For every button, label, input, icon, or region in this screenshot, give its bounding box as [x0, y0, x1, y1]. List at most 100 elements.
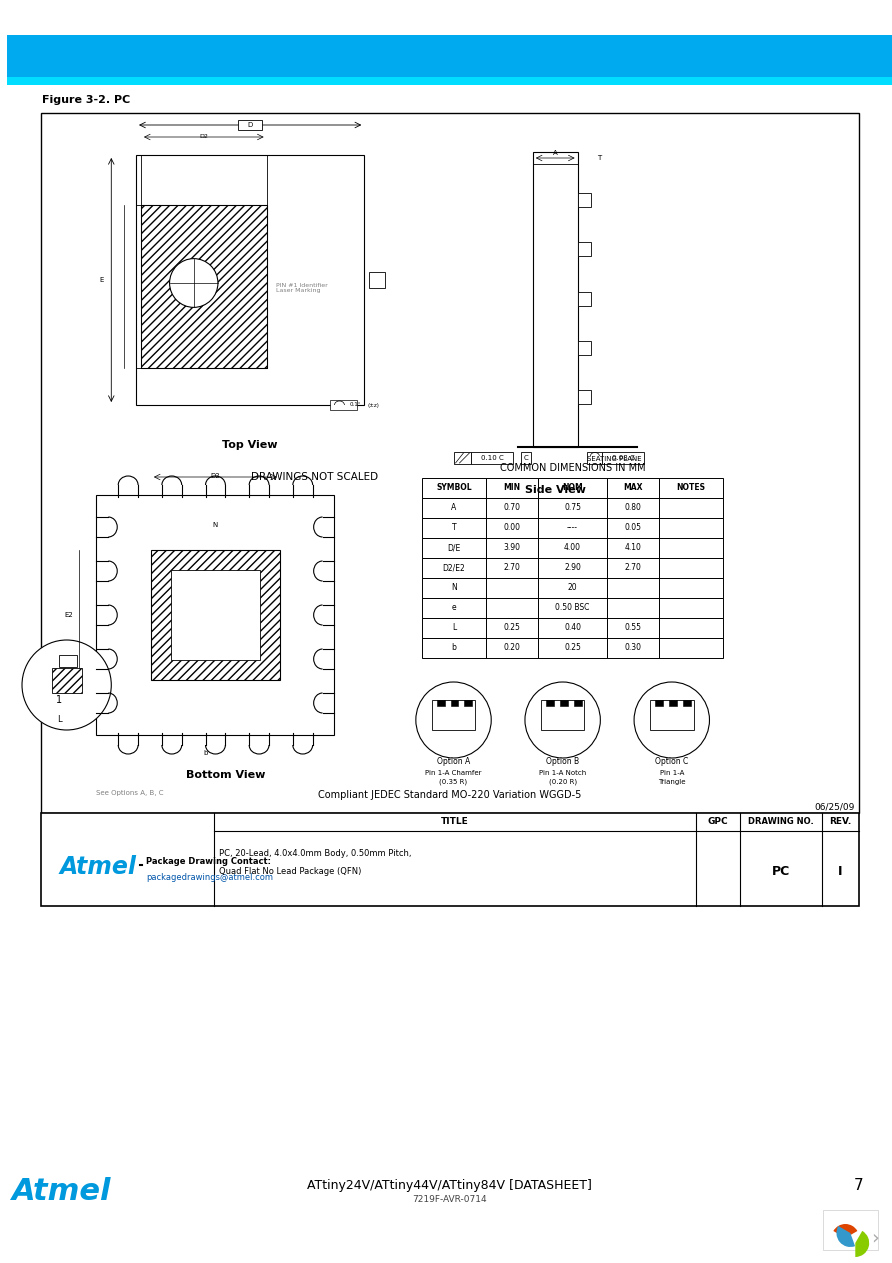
Text: b: b [203, 750, 208, 757]
Wedge shape [833, 1224, 857, 1238]
Text: Option B: Option B [546, 757, 579, 765]
Text: Option A: Option A [437, 757, 470, 765]
Wedge shape [855, 1231, 869, 1257]
Bar [432, 700, 475, 730]
Bar [607, 597, 659, 618]
Bar [577, 193, 591, 207]
Bar [607, 618, 659, 638]
Circle shape [22, 640, 112, 730]
Text: 7219F-AVR-0714: 7219F-AVR-0714 [412, 1196, 487, 1205]
Bar [659, 618, 723, 638]
Text: Option C: Option C [655, 757, 689, 765]
Bar [533, 152, 577, 447]
Text: SYMBOL: SYMBOL [436, 484, 472, 493]
Text: NOM: NOM [562, 484, 583, 493]
Bar [538, 498, 607, 518]
Text: 0.80: 0.80 [624, 504, 641, 513]
Bar [577, 341, 591, 355]
Text: D: D [248, 123, 252, 128]
Bar [422, 578, 486, 597]
Text: E: E [99, 277, 103, 283]
Bar [607, 638, 659, 658]
Bar [538, 518, 607, 538]
Bar [607, 518, 659, 538]
Text: 0.50 BSC: 0.50 BSC [556, 604, 590, 613]
Bar [659, 558, 723, 578]
Text: ›: › [871, 1229, 879, 1248]
Bar [602, 452, 644, 464]
Bar [538, 597, 607, 618]
Text: 0.10 C: 0.10 C [481, 455, 504, 461]
Bar [486, 498, 538, 518]
Text: D2: D2 [211, 474, 220, 479]
Bar [486, 597, 538, 618]
Bar [607, 558, 659, 578]
Text: 0.25: 0.25 [504, 624, 521, 633]
Bar [59, 655, 77, 667]
Text: (0.35 R): (0.35 R) [440, 778, 467, 786]
Text: 0.20: 0.20 [504, 644, 521, 653]
Text: PC: PC [772, 865, 790, 878]
Text: 2.90: 2.90 [564, 563, 581, 572]
Bar [422, 498, 486, 518]
Bar [486, 578, 538, 597]
Bar [486, 558, 538, 578]
Bar [659, 498, 723, 518]
Bar [7, 35, 892, 77]
Text: 0.70: 0.70 [504, 504, 521, 513]
Text: DRAWING NO.: DRAWING NO. [748, 817, 814, 826]
Text: 4.10: 4.10 [624, 543, 641, 552]
Bar [422, 558, 486, 578]
Bar [538, 618, 607, 638]
Text: A: A [553, 150, 558, 157]
Bar [486, 518, 538, 538]
Text: Pin 1-A Chamfer: Pin 1-A Chamfer [425, 770, 482, 775]
Text: 06/25/09: 06/25/09 [814, 803, 855, 812]
Text: TITLE: TITLE [442, 817, 469, 826]
Text: NOTES: NOTES [677, 484, 706, 493]
Text: Atmel: Atmel [12, 1177, 112, 1206]
Text: ATtiny24V/ATtiny44V/ATtiny84V [DATASHEET]: ATtiny24V/ATtiny44V/ATtiny84V [DATASHEET… [307, 1178, 592, 1191]
Bar [486, 477, 538, 498]
Bar [41, 112, 859, 813]
Text: D/E: D/E [448, 543, 460, 552]
Bar [422, 538, 486, 558]
Bar [538, 477, 607, 498]
Circle shape [416, 682, 491, 758]
Text: 3.90: 3.90 [504, 543, 521, 552]
Bar [659, 638, 723, 658]
Text: Top View: Top View [222, 440, 278, 450]
Bar [437, 700, 444, 706]
Bar [538, 638, 607, 658]
Text: b: b [451, 644, 457, 653]
Text: Triangle: Triangle [658, 779, 686, 786]
Text: Pin 1-A: Pin 1-A [659, 770, 684, 775]
Text: T: T [598, 155, 601, 160]
Text: SEATING PLANE: SEATING PLANE [588, 456, 642, 462]
Text: packagedrawings@atmel.com: packagedrawings@atmel.com [146, 873, 273, 882]
Bar [607, 578, 659, 597]
Text: (0.20 R): (0.20 R) [549, 778, 577, 786]
Text: ----: ---- [567, 523, 578, 533]
Bar [486, 638, 538, 658]
Text: GPC: GPC [707, 817, 728, 826]
Bar [422, 638, 486, 658]
Bar [577, 292, 591, 306]
Text: COMMON DIMENSIONS IN MM: COMMON DIMENSIONS IN MM [500, 464, 646, 474]
Bar [96, 495, 334, 735]
Circle shape [169, 259, 218, 307]
Text: 1: 1 [55, 695, 62, 705]
Text: Compliant JEDEC Standard MO-220 Variation WGGD-5: Compliant JEDEC Standard MO-220 Variatio… [318, 789, 582, 799]
Bar [471, 452, 513, 464]
Bar [607, 477, 659, 498]
Bar [422, 477, 486, 498]
Bar [650, 700, 694, 730]
Text: 2.70: 2.70 [504, 563, 521, 572]
Text: 0.55: 0.55 [624, 624, 641, 633]
Text: L: L [452, 624, 456, 633]
Text: 0.08 C: 0.08 C [612, 455, 634, 461]
Bar [669, 700, 677, 706]
Bar [574, 700, 582, 706]
Bar [659, 578, 723, 597]
Text: Atmel: Atmel [60, 855, 136, 879]
